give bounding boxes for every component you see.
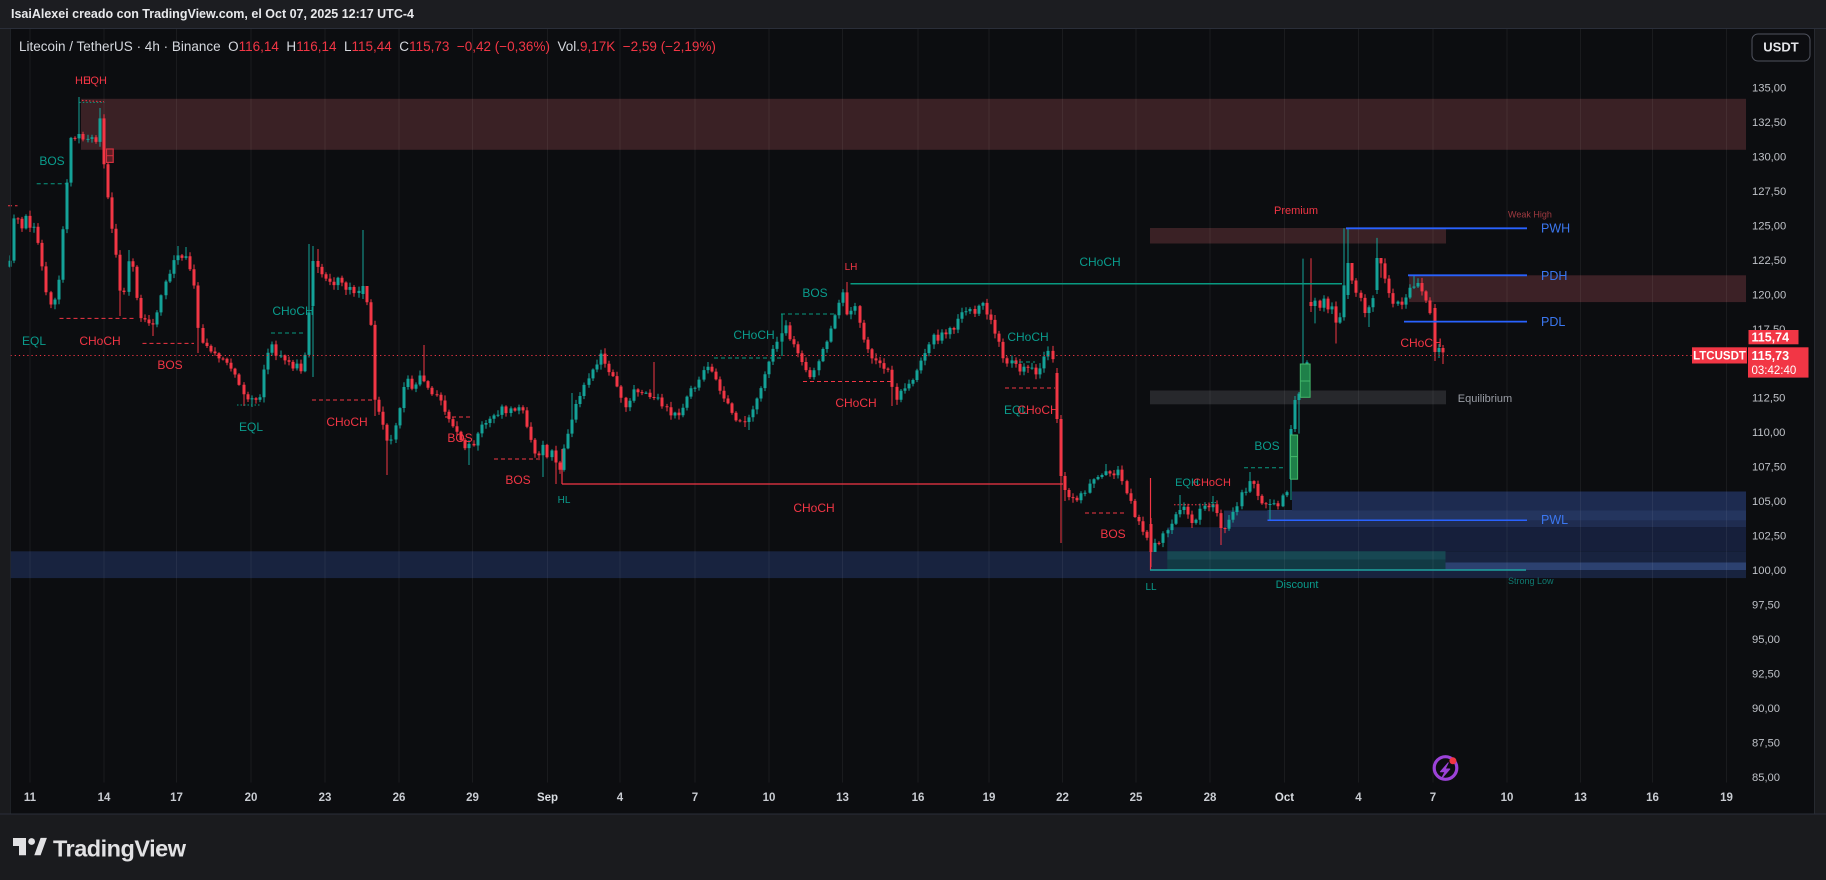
- svg-text:95,00: 95,00: [1752, 634, 1780, 646]
- svg-text:HL: HL: [558, 495, 571, 506]
- svg-text:EQH: EQH: [1175, 477, 1199, 489]
- svg-text:EQL: EQL: [1004, 403, 1028, 417]
- svg-text:CHoCH: CHoCH: [793, 501, 834, 515]
- svg-text:4: 4: [1355, 792, 1362, 804]
- svg-text:127,50: 127,50: [1752, 186, 1786, 198]
- svg-text:CHoCH: CHoCH: [1400, 336, 1441, 350]
- svg-text:105,00: 105,00: [1752, 496, 1786, 508]
- svg-text:Premium: Premium: [1274, 205, 1318, 217]
- svg-text:CHoCH: CHoCH: [733, 328, 774, 342]
- svg-text:115,74: 115,74: [1752, 331, 1790, 345]
- svg-text:CHoCH: CHoCH: [326, 415, 367, 429]
- svg-text:20: 20: [245, 792, 258, 804]
- svg-text:14: 14: [98, 792, 111, 804]
- svg-text:7: 7: [692, 792, 698, 804]
- svg-text:CHoCH: CHoCH: [79, 334, 120, 348]
- svg-text:EQL: EQL: [239, 420, 263, 434]
- svg-text:LTCUSDT: LTCUSDT: [1693, 351, 1746, 363]
- svg-text:13: 13: [836, 792, 849, 804]
- svg-text:Sep: Sep: [537, 792, 558, 804]
- svg-text:HH: HH: [75, 75, 91, 87]
- svg-text:17: 17: [170, 792, 183, 804]
- svg-text:BOS: BOS: [1254, 439, 1279, 453]
- svg-text:CHoCH: CHoCH: [1007, 330, 1048, 344]
- svg-text:CHoCH: CHoCH: [835, 396, 876, 410]
- svg-text:112,50: 112,50: [1752, 393, 1785, 405]
- svg-text:USDT: USDT: [1763, 40, 1798, 55]
- svg-text:4: 4: [617, 792, 624, 804]
- svg-text:CHoCH: CHoCH: [1079, 255, 1120, 269]
- svg-text:EQL: EQL: [22, 334, 46, 348]
- svg-text:BOS: BOS: [505, 473, 530, 487]
- svg-text:29: 29: [466, 792, 479, 804]
- svg-text:135,00: 135,00: [1752, 83, 1786, 95]
- svg-text:120,00: 120,00: [1752, 289, 1786, 301]
- svg-text:CHoCH: CHoCH: [1193, 477, 1231, 489]
- svg-text:Oct: Oct: [1275, 792, 1294, 804]
- svg-text:BOS: BOS: [802, 286, 827, 300]
- svg-text:16: 16: [1646, 792, 1659, 804]
- svg-text:22: 22: [1056, 792, 1069, 804]
- svg-text:LL: LL: [1145, 582, 1157, 593]
- svg-text:16: 16: [912, 792, 925, 804]
- svg-text:110,00: 110,00: [1752, 427, 1785, 439]
- svg-text:11: 11: [24, 792, 37, 804]
- svg-text:92,50: 92,50: [1752, 668, 1780, 680]
- svg-text:132,50: 132,50: [1752, 117, 1786, 129]
- svg-text:CHoCH: CHoCH: [272, 304, 313, 318]
- svg-text:85,00: 85,00: [1752, 772, 1780, 784]
- svg-text:03:42:40: 03:42:40: [1752, 365, 1797, 377]
- svg-text:10: 10: [763, 792, 776, 804]
- svg-text:PDL: PDL: [1541, 315, 1565, 329]
- svg-text:19: 19: [983, 792, 996, 804]
- svg-text:23: 23: [319, 792, 332, 804]
- svg-text:BOS: BOS: [39, 154, 64, 168]
- svg-text:Weak High: Weak High: [1508, 210, 1552, 220]
- svg-text:25: 25: [1130, 792, 1143, 804]
- svg-text:97,50: 97,50: [1752, 599, 1780, 611]
- svg-text:28: 28: [1204, 792, 1217, 804]
- svg-text:19: 19: [1720, 792, 1733, 804]
- svg-text:LH: LH: [845, 262, 858, 273]
- svg-text:7: 7: [1430, 792, 1436, 804]
- svg-text:CHoCH: CHoCH: [1017, 403, 1058, 417]
- svg-text:EQH: EQH: [83, 75, 107, 87]
- svg-text:Equilibrium: Equilibrium: [1458, 393, 1512, 405]
- svg-text:125,00: 125,00: [1752, 220, 1786, 232]
- svg-text:TradingView: TradingView: [53, 836, 187, 862]
- svg-text:115,73: 115,73: [1752, 349, 1790, 363]
- svg-text:Strong Low: Strong Low: [1508, 576, 1554, 586]
- svg-text:130,00: 130,00: [1752, 152, 1786, 164]
- svg-text:122,50: 122,50: [1752, 255, 1786, 267]
- svg-text:102,50: 102,50: [1752, 531, 1786, 543]
- svg-text:87,50: 87,50: [1752, 737, 1780, 749]
- svg-text:BOS: BOS: [447, 431, 472, 445]
- svg-text:90,00: 90,00: [1752, 703, 1780, 715]
- svg-text:PWL: PWL: [1541, 513, 1568, 527]
- svg-text:13: 13: [1574, 792, 1587, 804]
- svg-text:Discount: Discount: [1276, 579, 1319, 591]
- svg-text:10: 10: [1501, 792, 1514, 804]
- svg-text:BOS: BOS: [1100, 527, 1125, 541]
- svg-text:PWH: PWH: [1541, 222, 1570, 236]
- svg-text:PDH: PDH: [1541, 269, 1567, 283]
- svg-text:26: 26: [393, 792, 406, 804]
- svg-text:107,50: 107,50: [1752, 462, 1786, 474]
- svg-text:100,00: 100,00: [1752, 565, 1786, 577]
- svg-text:BOS: BOS: [157, 358, 182, 372]
